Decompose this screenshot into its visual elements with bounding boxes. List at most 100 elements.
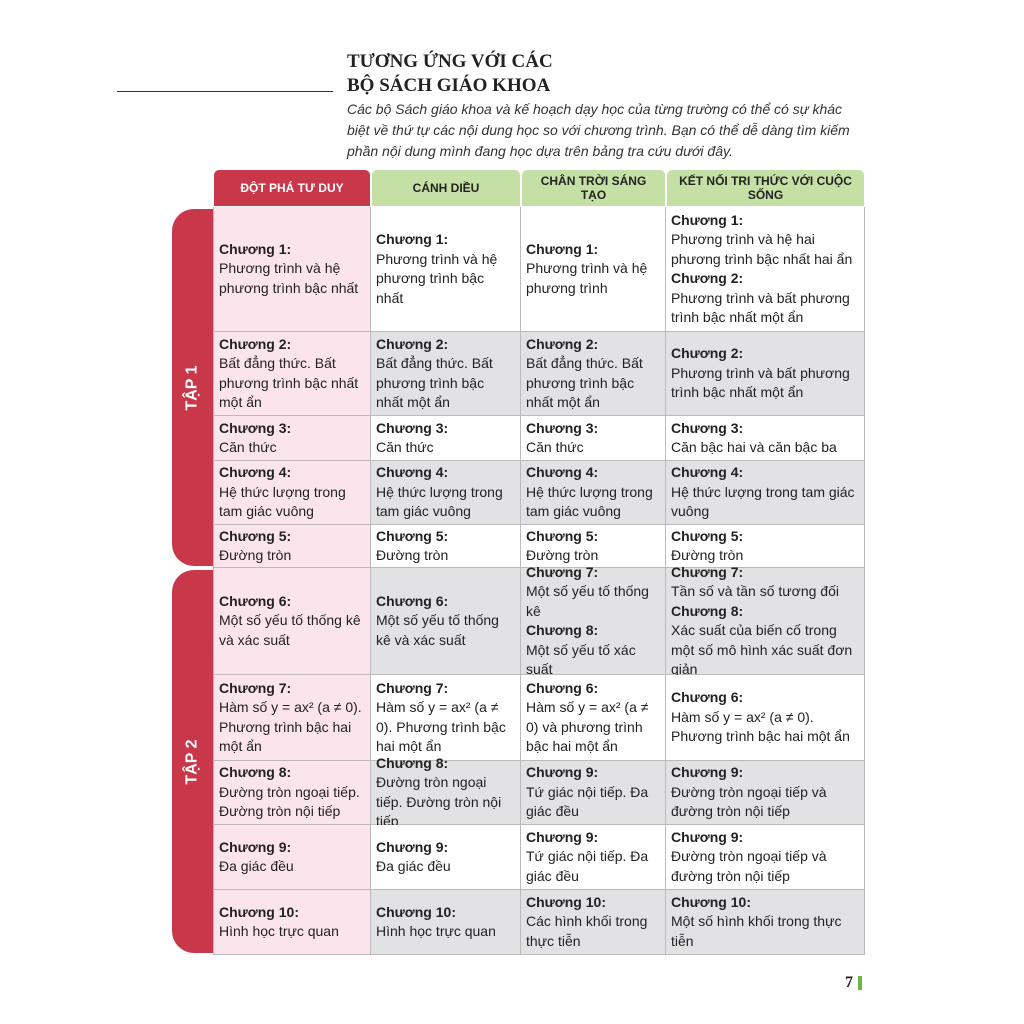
group-label: TẬP 1	[183, 364, 201, 411]
cell: Chương 8: Đường tròn ngoại tiếp. Đường tr…	[371, 755, 521, 829]
cell: Chương 7: Một số yếu tố thống kê Chương 8:…	[521, 564, 666, 677]
cell: Chương 4: Hệ thức lượng trong tam giác vu…	[666, 461, 865, 525]
chapter-text: Phương trình và bất phương trình bậc nhấ…	[671, 289, 850, 326]
cell: Chương 6: Một số yếu tố thống kê và xác s…	[371, 568, 521, 675]
cell: Chương 6: Một số yếu tố thống kê và xác s…	[213, 568, 371, 675]
chapter: Chương 9:	[671, 828, 744, 845]
chapter-text: Đa giác đều	[219, 858, 294, 874]
cell: Chương 4: Hệ thức lượng trong tam giác vu…	[213, 461, 371, 525]
cell: Chương 10: Các hình khối trong thực tiễn	[521, 890, 666, 955]
cell: Chương 8: Đường tròn ngoại tiếp. Đường tr…	[213, 761, 371, 825]
chapter: Chương 9:	[376, 838, 449, 855]
chapter-text: Đường tròn	[376, 547, 449, 563]
chapter: Chương 9:	[671, 764, 744, 781]
chapter-text: Đường tròn ngoại tiếp. Đường tròn nội ti…	[219, 783, 360, 820]
chapter: Chương 3:	[219, 419, 292, 436]
cell: Chương 1: Phương trình và hệ hai phương t…	[666, 207, 865, 332]
chapter: Chương 4:	[526, 464, 599, 481]
chapter-text: Một số yếu tố thống kê	[526, 583, 649, 619]
cell: Chương 2: Bất đẳng thức. Bất phương trình…	[371, 332, 521, 416]
group-tab: TẬP 2	[172, 570, 213, 953]
cell: Chương 7: Tần số và tần số tương đối Chươn…	[666, 564, 865, 677]
cell: Chương 1: Phương trình và hệ phương trình…	[213, 207, 371, 332]
chapter-text: Đường tròn	[526, 547, 599, 563]
chapter-text: Bất đẳng thức. Bất phương trình bậc nhất…	[376, 355, 493, 410]
page-number: 7	[845, 974, 853, 991]
chapter: Chương 7:	[526, 563, 599, 580]
cell: Chương 1: Phương trình và hệ phương trình…	[371, 207, 521, 332]
chapter-text: Hàm số y = ax² (a ≠ 0). Phương trình bậc…	[671, 708, 850, 745]
chapter-text: Đa giác đều	[376, 858, 451, 874]
chapter: Chương 4:	[376, 464, 449, 481]
chapter: Chương 8:	[376, 754, 449, 771]
chapter: Chương 2:	[219, 335, 292, 352]
cell: Chương 2: Bất đẳng thức. Bất phương trình…	[521, 332, 666, 416]
chapter-text: Tứ giác nội tiếp. Đa giác đều	[526, 783, 649, 820]
chapter-text: Xác suất của biến cố trong một số mô hìn…	[671, 622, 853, 677]
cell: Chương 9: Tứ giác nội tiếp. Đa giác đều	[521, 761, 666, 825]
cell: Chương 2: Phương trình và bất phương trìn…	[666, 332, 865, 416]
chapter: Chương 8:	[671, 602, 744, 619]
chapter-text: Căn thức	[526, 439, 584, 455]
chapter: Chương 6:	[219, 592, 292, 609]
cell: Chương 9: Đường tròn ngoại tiếp và đường …	[666, 825, 865, 890]
cell: Chương 9: Đường tròn ngoại tiếp và đường …	[666, 761, 865, 825]
cell: Chương 10: Một số hình khối trong thực ti…	[666, 890, 865, 955]
chapter-text: Một số yếu tố xác suất	[526, 641, 636, 678]
group-tab: TẬP 1	[172, 209, 213, 566]
title-line: TƯƠNG ỨNG VỚI CÁC	[347, 51, 553, 72]
chapter-text: Hệ thức lượng trong tam giác vuông	[219, 483, 346, 520]
chapter: Chương 6:	[376, 592, 449, 609]
cell: Chương 2: Bất đẳng thức. Bất phương trình…	[213, 332, 371, 416]
column-header: CÁNH DIỀU	[372, 170, 520, 206]
chapter: Chương 1:	[376, 231, 449, 247]
chapter: Chương 9:	[219, 838, 292, 855]
chapter: Chương 2:	[376, 335, 449, 352]
group-label: TẬP 2	[183, 738, 201, 785]
cell: Chương 9: Tứ giác nội tiếp. Đa giác đều	[521, 825, 666, 890]
chapter: Chương 1:	[526, 240, 599, 257]
chapter-text: Tứ giác nội tiếp. Đa giác đều	[526, 848, 649, 884]
chapter-text: Một số yếu tố thống kê và xác suất	[219, 612, 361, 648]
chapter-text: Một số yếu tố thống kê và xác suất	[376, 612, 499, 648]
chapter: Chương 6:	[526, 679, 599, 696]
chapter: Chương 9:	[526, 828, 599, 845]
cell: Chương 3: Căn thức	[213, 416, 371, 461]
page-bar	[858, 976, 862, 990]
chapter-text: Phương trình và hệ phương trình	[526, 260, 648, 296]
chapter: Chương 7:	[219, 679, 292, 696]
chapter-text: Phương trình và hệ hai phương trình bậc …	[671, 231, 853, 267]
cell: Chương 5: Đường tròn	[371, 525, 521, 568]
chapter: Chương 5:	[376, 527, 449, 544]
chapter: Chương 2:	[671, 270, 744, 286]
chapter: Chương 3:	[671, 419, 744, 436]
cell: Chương 3: Căn bậc hai và căn bậc ba	[666, 416, 865, 461]
column-header: KẾT NỐI TRI THỨC VỚI CUỘC SỐNG	[667, 170, 864, 206]
chapter-text: Bất đẳng thức. Bất phương trình bậc nhất…	[219, 355, 359, 410]
chapter: Chương 4:	[219, 464, 292, 481]
chapter: Chương 9:	[526, 764, 599, 781]
cell: Chương 5: Đường tròn	[213, 525, 371, 568]
cell: Chương 5: Đường tròn	[666, 525, 865, 568]
cell: Chương 4: Hệ thức lượng trong tam giác vu…	[371, 461, 521, 525]
chapter: Chương 10:	[526, 893, 606, 910]
chapter: Chương 2:	[671, 345, 744, 362]
chapter: Chương 5:	[526, 527, 599, 544]
column-header: CHÂN TRỜI SÁNG TẠO	[522, 170, 665, 206]
cell: Chương 9: Đa giác đều	[371, 825, 521, 890]
chapter-text: Đường tròn ngoại tiếp. Đường tròn nội ti…	[376, 774, 502, 829]
chapter-text: Hàm số y = ax² (a ≠ 0). Phương trình bậc…	[376, 699, 506, 754]
chapter: Chương 3:	[376, 419, 449, 436]
chapter: Chương 3:	[526, 419, 599, 436]
cell: Chương 7: Hàm số y = ax² (a ≠ 0). Phương …	[213, 675, 371, 761]
chapter-text: Hệ thức lượng trong tam giác vuông	[376, 483, 503, 520]
chapter: Chương 6:	[671, 689, 744, 706]
title-line: BỘ SÁCH GIÁO KHOA	[347, 75, 551, 96]
cell: Chương 3: Căn thức	[521, 416, 666, 461]
cell: Chương 3: Căn thức	[371, 416, 521, 461]
chapter-text: Hình học trực quan	[376, 923, 496, 939]
chapter-text: Đường tròn	[671, 547, 744, 563]
chapter: Chương 1:	[219, 240, 292, 257]
chapter-text: Một số hình khối trong thực tiễn	[671, 913, 842, 949]
